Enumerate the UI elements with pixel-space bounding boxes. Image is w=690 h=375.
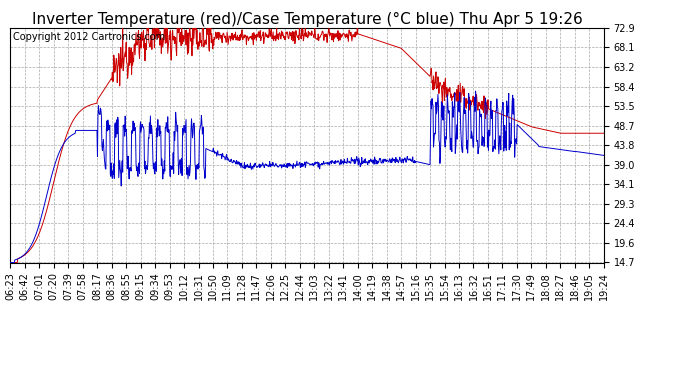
Title: Inverter Temperature (red)/Case Temperature (°C blue) Thu Apr 5 19:26: Inverter Temperature (red)/Case Temperat… xyxy=(32,12,582,27)
Text: Copyright 2012 Cartronics.com: Copyright 2012 Cartronics.com xyxy=(13,32,166,42)
